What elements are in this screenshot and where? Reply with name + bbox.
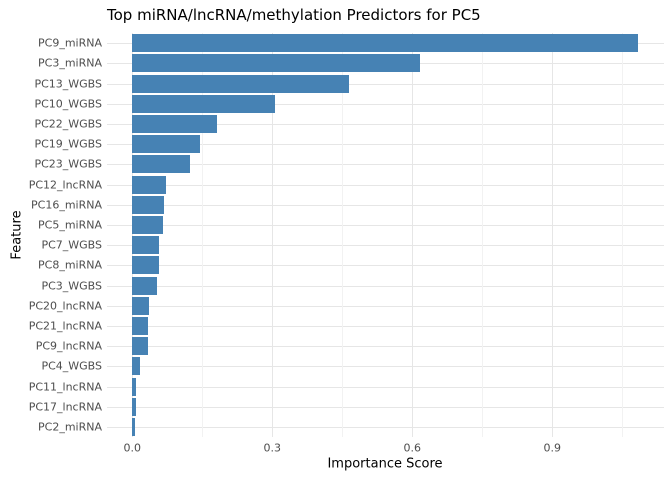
gridline-horizontal bbox=[107, 204, 664, 206]
gridline-horizontal bbox=[107, 406, 664, 408]
y-axis-label: PC12_lncRNA bbox=[28, 178, 102, 191]
gridline-horizontal bbox=[107, 305, 664, 307]
gridline-vertical-major bbox=[272, 33, 274, 437]
bar-PC11_lncRNA bbox=[132, 377, 137, 396]
bar-PC21_lncRNA bbox=[132, 316, 149, 335]
gridline-horizontal bbox=[107, 103, 664, 105]
gridline-horizontal bbox=[107, 426, 664, 428]
gridline-horizontal bbox=[107, 144, 664, 146]
y-axis-label: PC20_lncRNA bbox=[28, 299, 102, 313]
gridline-vertical-minor bbox=[482, 33, 484, 437]
bar-PC23_WGBS bbox=[132, 155, 191, 174]
y-axis-label: PC8_miRNA bbox=[38, 258, 102, 272]
gridline-horizontal bbox=[107, 224, 664, 226]
y-axis-label: PC2_miRNA bbox=[38, 420, 102, 434]
gridline-horizontal bbox=[107, 164, 664, 166]
bar-PC2_miRNA bbox=[132, 417, 136, 436]
chart-title: Top miRNA/lncRNA/methylation Predictors … bbox=[107, 6, 481, 24]
y-axis-label: PC17_lncRNA bbox=[28, 400, 102, 414]
y-axis-label: PC23_WGBS bbox=[34, 157, 102, 171]
y-axis-label: PC4_WGBS bbox=[41, 359, 102, 373]
y-axis-label: PC19_WGBS bbox=[34, 137, 102, 151]
bar-PC19_WGBS bbox=[132, 135, 201, 154]
y-axis-label: PC21_lncRNA bbox=[28, 319, 102, 333]
gridline-horizontal bbox=[107, 184, 664, 186]
y-axis-title: Feature bbox=[9, 210, 25, 260]
y-axis-label: PC7_WGBS bbox=[41, 238, 102, 252]
x-axis-title: Importance Score bbox=[327, 456, 443, 472]
plot-panel bbox=[107, 33, 664, 437]
bar-PC4_WGBS bbox=[132, 357, 140, 376]
bar-PC9_miRNA bbox=[132, 34, 639, 53]
gridline-vertical-minor bbox=[622, 33, 624, 437]
bar-PC5_miRNA bbox=[132, 215, 163, 234]
bar-PC12_lncRNA bbox=[132, 175, 167, 194]
bar-PC10_WGBS bbox=[132, 94, 276, 113]
y-axis-label: PC13_WGBS bbox=[34, 77, 102, 90]
gridline-horizontal bbox=[107, 83, 664, 85]
bar-PC9_lncRNA bbox=[132, 337, 148, 356]
bar-PC16_miRNA bbox=[132, 195, 164, 214]
gridline-horizontal bbox=[107, 245, 664, 247]
bar-PC7_WGBS bbox=[132, 236, 160, 255]
y-axis-label: PC11_lncRNA bbox=[28, 380, 102, 393]
x-tick-label: 0.0 bbox=[123, 441, 141, 455]
gridline-vertical-minor bbox=[202, 33, 204, 437]
bar-PC3_WGBS bbox=[132, 276, 158, 295]
gridline-horizontal bbox=[107, 366, 664, 368]
bar-PC17_lncRNA bbox=[132, 397, 136, 416]
bar-PC22_WGBS bbox=[132, 114, 217, 133]
gridline-horizontal bbox=[107, 285, 664, 287]
gridline-horizontal bbox=[107, 346, 664, 348]
x-tick-label: 0.3 bbox=[263, 441, 281, 455]
gridline-vertical-major bbox=[412, 33, 414, 437]
gridline-horizontal bbox=[107, 265, 664, 267]
x-tick-label: 0.6 bbox=[403, 441, 421, 455]
gridline-horizontal bbox=[107, 123, 664, 125]
y-axis-label: PC9_miRNA bbox=[38, 36, 102, 50]
y-axis-label: PC5_miRNA bbox=[38, 218, 102, 232]
y-axis-label: PC3_WGBS bbox=[41, 279, 102, 292]
gridline-vertical-minor bbox=[342, 33, 344, 437]
bar-PC8_miRNA bbox=[132, 256, 159, 275]
x-tick-label: 0.9 bbox=[543, 441, 561, 455]
bar-PC13_WGBS bbox=[132, 74, 350, 93]
y-axis-label: PC10_WGBS bbox=[34, 97, 102, 111]
gridline-horizontal bbox=[107, 325, 664, 327]
y-axis-label: PC16_miRNA bbox=[31, 198, 102, 212]
y-axis-label: PC9_lncRNA bbox=[35, 339, 102, 353]
gridline-vertical-major bbox=[132, 33, 134, 437]
bar-PC3_miRNA bbox=[132, 54, 421, 73]
bar-PC20_lncRNA bbox=[132, 296, 150, 315]
y-axis-label: PC22_WGBS bbox=[34, 117, 102, 131]
gridline-vertical-major bbox=[552, 33, 554, 437]
gridline-horizontal bbox=[107, 386, 664, 388]
y-axis-label: PC3_miRNA bbox=[38, 56, 102, 70]
